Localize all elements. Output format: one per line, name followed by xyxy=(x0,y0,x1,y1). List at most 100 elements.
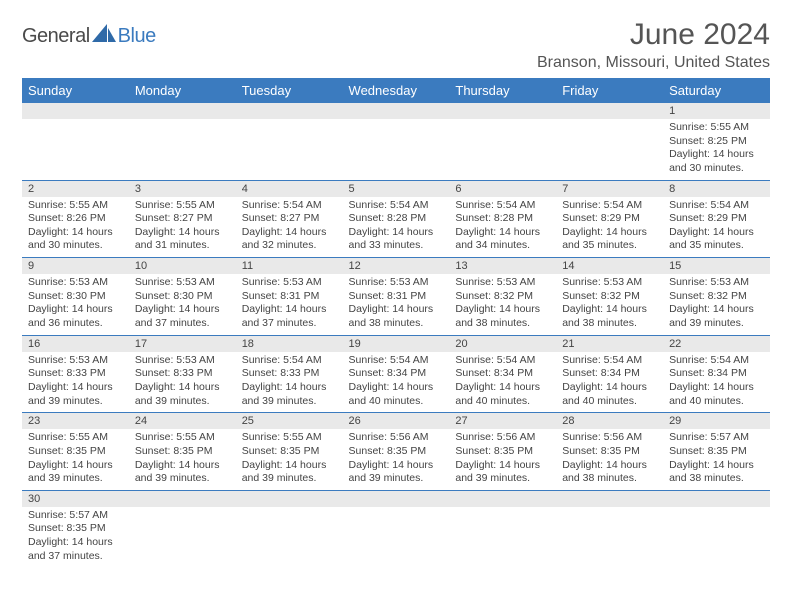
header: General Blue June 2024 Branson, Missouri… xyxy=(22,18,770,72)
day-details: Sunrise: 5:53 AMSunset: 8:31 PMDaylight:… xyxy=(236,274,343,335)
calendar-day-cell: 12 Sunrise: 5:53 AMSunset: 8:31 PMDayligh… xyxy=(343,258,450,336)
sunrise-line: Sunrise: 5:53 AM xyxy=(135,354,230,368)
daylight-line: Daylight: 14 hours and 39 minutes. xyxy=(349,459,444,486)
sunset-line: Sunset: 8:34 PM xyxy=(349,367,444,381)
calendar-day-cell: 29Sunrise: 5:57 AMSunset: 8:35 PMDayligh… xyxy=(663,413,770,491)
sunset-line: Sunset: 8:34 PM xyxy=(455,367,550,381)
daylight-line: Daylight: 14 hours and 38 minutes. xyxy=(349,303,444,330)
day-number: 8 xyxy=(663,181,770,197)
daylight-line: Daylight: 14 hours and 39 minutes. xyxy=(135,381,230,408)
day-details: Sunrise: 5:54 AMSunset: 8:34 PMDaylight:… xyxy=(663,352,770,413)
sunset-line: Sunset: 8:35 PM xyxy=(28,522,123,536)
sunset-line: Sunset: 8:31 PM xyxy=(349,290,444,304)
daylight-line: Daylight: 14 hours and 33 minutes. xyxy=(349,226,444,253)
day-number: 5 xyxy=(343,181,450,197)
daylight-line: Daylight: 14 hours and 40 minutes. xyxy=(455,381,550,408)
day-number: 2 xyxy=(22,181,129,197)
day-number xyxy=(236,491,343,507)
day-number: 4 xyxy=(236,181,343,197)
sunset-line: Sunset: 8:29 PM xyxy=(562,212,657,226)
day-details: Sunrise: 5:56 AMSunset: 8:35 PMDaylight:… xyxy=(343,429,450,490)
calendar-week-row: 2Sunrise: 5:55 AMSunset: 8:26 PMDaylight… xyxy=(22,180,770,258)
day-details: Sunrise: 5:55 AMSunset: 8:26 PMDaylight:… xyxy=(22,197,129,258)
daylight-line: Daylight: 14 hours and 40 minutes. xyxy=(562,381,657,408)
calendar-day-cell: 3Sunrise: 5:55 AMSunset: 8:27 PMDaylight… xyxy=(129,180,236,258)
sunset-line: Sunset: 8:26 PM xyxy=(28,212,123,226)
day-details: Sunrise: 5:53 AMSunset: 8:33 PMDaylight:… xyxy=(22,352,129,413)
calendar-day-cell: 11Sunrise: 5:53 AMSunset: 8:31 PMDayligh… xyxy=(236,258,343,336)
daylight-line: Daylight: 14 hours and 38 minutes. xyxy=(562,459,657,486)
day-details: Sunrise: 5:54 AMSunset: 8:29 PMDaylight:… xyxy=(556,197,663,258)
day-number: 14 xyxy=(556,258,663,274)
calendar-day-cell: 16Sunrise: 5:53 AMSunset: 8:33 PMDayligh… xyxy=(22,335,129,413)
calendar-day-cell: 7Sunrise: 5:54 AMSunset: 8:29 PMDaylight… xyxy=(556,180,663,258)
calendar-week-row: 9Sunrise: 5:53 AMSunset: 8:30 PMDaylight… xyxy=(22,258,770,336)
calendar-day-cell: 21Sunrise: 5:54 AMSunset: 8:34 PMDayligh… xyxy=(556,335,663,413)
day-number: 27 xyxy=(449,413,556,429)
daylight-line: Daylight: 14 hours and 35 minutes. xyxy=(562,226,657,253)
daylight-line: Daylight: 14 hours and 37 minutes. xyxy=(242,303,337,330)
daylight-line: Daylight: 14 hours and 39 minutes. xyxy=(242,459,337,486)
sunset-line: Sunset: 8:35 PM xyxy=(562,445,657,459)
day-number: 22 xyxy=(663,336,770,352)
sunset-line: Sunset: 8:32 PM xyxy=(669,290,764,304)
sunrise-line: Sunrise: 5:53 AM xyxy=(349,276,444,290)
daylight-line: Daylight: 14 hours and 35 minutes. xyxy=(669,226,764,253)
sunrise-line: Sunrise: 5:55 AM xyxy=(242,431,337,445)
day-details: Sunrise: 5:55 AMSunset: 8:35 PMDaylight:… xyxy=(22,429,129,490)
sunrise-line: Sunrise: 5:53 AM xyxy=(28,276,123,290)
calendar-day-cell: 30Sunrise: 5:57 AMSunset: 8:35 PMDayligh… xyxy=(22,490,129,567)
sunset-line: Sunset: 8:29 PM xyxy=(669,212,764,226)
calendar-day-cell: 24Sunrise: 5:55 AMSunset: 8:35 PMDayligh… xyxy=(129,413,236,491)
daylight-line: Daylight: 14 hours and 38 minutes. xyxy=(562,303,657,330)
calendar-week-row: 23Sunrise: 5:55 AMSunset: 8:35 PMDayligh… xyxy=(22,413,770,491)
day-number: 25 xyxy=(236,413,343,429)
day-number: 15 xyxy=(663,258,770,274)
calendar-day-cell: 5Sunrise: 5:54 AMSunset: 8:28 PMDaylight… xyxy=(343,180,450,258)
day-number: 18 xyxy=(236,336,343,352)
calendar-header-row: SundayMondayTuesdayWednesdayThursdayFrid… xyxy=(22,78,770,103)
day-number xyxy=(236,103,343,119)
day-details: Sunrise: 5:54 AMSunset: 8:34 PMDaylight:… xyxy=(449,352,556,413)
day-number: 29 xyxy=(663,413,770,429)
calendar-day-cell: 25Sunrise: 5:55 AMSunset: 8:35 PMDayligh… xyxy=(236,413,343,491)
day-number xyxy=(663,491,770,507)
day-details: Sunrise: 5:53 AMSunset: 8:30 PMDaylight:… xyxy=(22,274,129,335)
sunrise-line: Sunrise: 5:56 AM xyxy=(349,431,444,445)
sunset-line: Sunset: 8:33 PM xyxy=(28,367,123,381)
calendar-day-cell: 6Sunrise: 5:54 AMSunset: 8:28 PMDaylight… xyxy=(449,180,556,258)
day-number: 12 xyxy=(343,258,450,274)
weekday-header: Monday xyxy=(129,78,236,103)
calendar-empty-cell xyxy=(556,103,663,180)
sunset-line: Sunset: 8:32 PM xyxy=(562,290,657,304)
day-number xyxy=(556,103,663,119)
calendar-table: SundayMondayTuesdayWednesdayThursdayFrid… xyxy=(22,78,770,567)
sunrise-line: Sunrise: 5:54 AM xyxy=(349,354,444,368)
sunset-line: Sunset: 8:30 PM xyxy=(28,290,123,304)
logo-text-blue: Blue xyxy=(118,25,156,48)
day-number: 26 xyxy=(343,413,450,429)
day-number: 19 xyxy=(343,336,450,352)
sail-icon xyxy=(92,24,118,49)
sunset-line: Sunset: 8:25 PM xyxy=(669,135,764,149)
weekday-header: Tuesday xyxy=(236,78,343,103)
daylight-line: Daylight: 14 hours and 39 minutes. xyxy=(135,459,230,486)
day-details: Sunrise: 5:53 AMSunset: 8:33 PMDaylight:… xyxy=(129,352,236,413)
day-details: Sunrise: 5:55 AMSunset: 8:27 PMDaylight:… xyxy=(129,197,236,258)
calendar-day-cell: 22Sunrise: 5:54 AMSunset: 8:34 PMDayligh… xyxy=(663,335,770,413)
sunset-line: Sunset: 8:33 PM xyxy=(242,367,337,381)
day-details: Sunrise: 5:53 AMSunset: 8:32 PMDaylight:… xyxy=(556,274,663,335)
daylight-line: Daylight: 14 hours and 40 minutes. xyxy=(349,381,444,408)
calendar-week-row: 30Sunrise: 5:57 AMSunset: 8:35 PMDayligh… xyxy=(22,490,770,567)
sunrise-line: Sunrise: 5:57 AM xyxy=(669,431,764,445)
weekday-header: Thursday xyxy=(449,78,556,103)
day-number: 24 xyxy=(129,413,236,429)
sunrise-line: Sunrise: 5:54 AM xyxy=(455,354,550,368)
calendar-empty-cell xyxy=(556,490,663,567)
day-number: 17 xyxy=(129,336,236,352)
day-number: 13 xyxy=(449,258,556,274)
day-number: 6 xyxy=(449,181,556,197)
day-details: Sunrise: 5:55 AMSunset: 8:35 PMDaylight:… xyxy=(129,429,236,490)
daylight-line: Daylight: 14 hours and 30 minutes. xyxy=(28,226,123,253)
calendar-empty-cell xyxy=(449,103,556,180)
